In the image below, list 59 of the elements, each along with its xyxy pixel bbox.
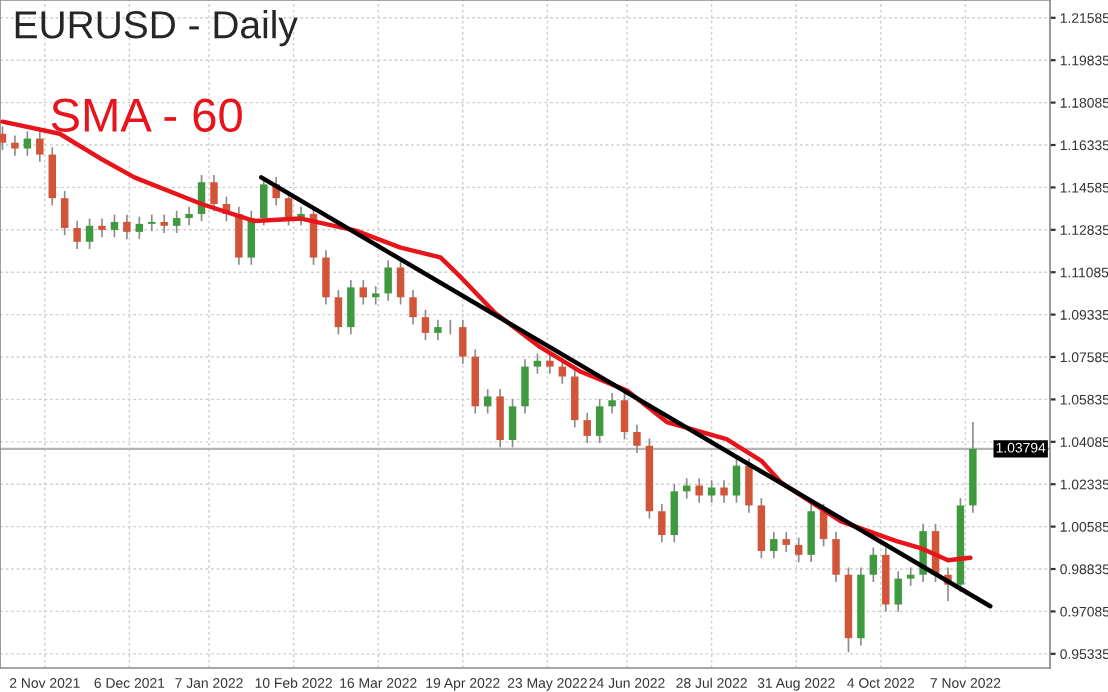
candlestick bbox=[608, 392, 616, 415]
candlestick bbox=[48, 146, 56, 207]
candlestick bbox=[60, 190, 69, 237]
candlestick bbox=[782, 530, 790, 554]
candlestick bbox=[371, 285, 380, 306]
candlestick bbox=[85, 217, 94, 250]
candlestick bbox=[571, 368, 579, 429]
candlestick bbox=[23, 130, 32, 157]
candlestick bbox=[483, 388, 492, 415]
candlestick bbox=[235, 205, 243, 266]
candlestick bbox=[11, 134, 19, 157]
candlestick bbox=[894, 570, 902, 613]
candlestick bbox=[707, 479, 716, 504]
candlestick bbox=[745, 457, 753, 514]
series-label: SMA - 60 bbox=[51, 98, 242, 132]
candlestick bbox=[620, 392, 629, 441]
candlestick bbox=[670, 483, 679, 544]
candlestick bbox=[359, 279, 367, 306]
candlestick bbox=[110, 213, 119, 239]
candlestick bbox=[334, 289, 343, 336]
candlestick bbox=[807, 503, 815, 563]
candlestick bbox=[73, 219, 81, 250]
candlestick bbox=[347, 279, 355, 336]
chart-title: EURUSD - Daily bbox=[15, 10, 298, 47]
candlestick bbox=[695, 477, 703, 504]
candlestick bbox=[185, 205, 193, 227]
candlestick bbox=[459, 318, 467, 365]
candlestick bbox=[906, 566, 915, 587]
candlestick bbox=[434, 318, 442, 342]
candlestick bbox=[409, 289, 417, 326]
candlestick bbox=[770, 530, 778, 560]
candlestick bbox=[546, 352, 554, 375]
candlestick bbox=[595, 398, 604, 444]
candlestick bbox=[384, 259, 392, 302]
candlestick bbox=[496, 388, 504, 449]
candlestick bbox=[160, 213, 168, 234]
candlestick bbox=[98, 217, 106, 239]
candlestick bbox=[210, 174, 218, 213]
candlestick bbox=[322, 249, 330, 306]
candlestick bbox=[869, 546, 878, 583]
candlestick bbox=[421, 309, 430, 342]
candlestick bbox=[36, 130, 44, 163]
candlestick bbox=[583, 412, 591, 444]
candlestick bbox=[508, 398, 517, 449]
candlestick bbox=[757, 497, 766, 560]
candlestick bbox=[148, 213, 156, 232]
candlestick bbox=[794, 536, 803, 563]
candlestick bbox=[123, 213, 131, 240]
candlestick bbox=[521, 358, 529, 415]
candlestick bbox=[732, 457, 741, 504]
candlestick bbox=[658, 503, 666, 544]
candlestick bbox=[172, 209, 181, 234]
candlestick bbox=[533, 352, 542, 375]
candlestick bbox=[633, 423, 641, 454]
candlestick bbox=[135, 215, 144, 240]
candlestick bbox=[720, 479, 728, 504]
candlestick bbox=[558, 358, 567, 385]
candlestick bbox=[396, 259, 405, 306]
candlestick bbox=[832, 530, 840, 583]
